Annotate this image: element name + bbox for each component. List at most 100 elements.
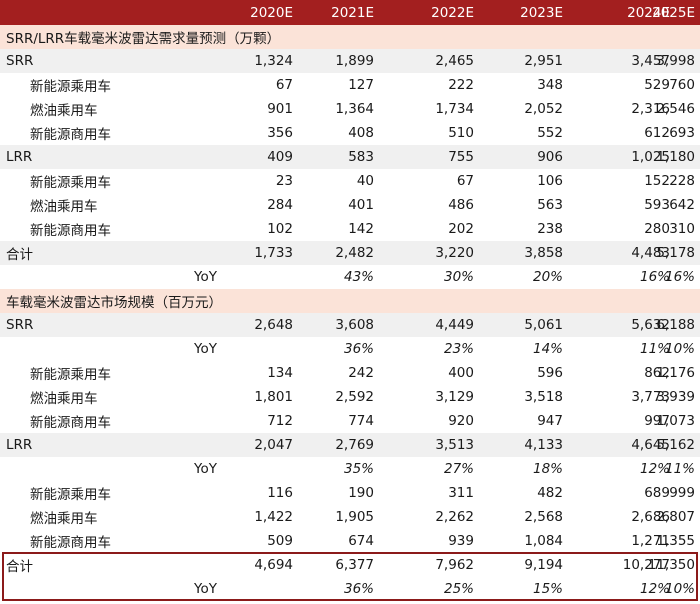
row-label: LRR	[6, 437, 33, 453]
row-label: 新能源乘用车	[30, 487, 111, 503]
value-cell: 222	[448, 77, 474, 93]
table-row: LRR 2,047 2,769 3,513 4,133 4,645 5,162	[0, 433, 700, 457]
section-title: SRR/LRR车载毫米波雷达需求量预测（万颗）	[6, 31, 281, 47]
value-cell: 356	[267, 125, 293, 141]
value-cell: 760	[669, 77, 695, 93]
value-cell: 2,316	[631, 101, 670, 117]
row-label: 燃油乘用车	[30, 103, 98, 119]
value-cell: 999	[669, 485, 695, 501]
value-cell: 4,645	[631, 437, 670, 453]
value-cell: 127	[348, 77, 374, 93]
value-cell: 1,084	[524, 533, 563, 549]
table-row: 燃油乘用车 1,422 1,905 2,262 2,568 2,686 2,807	[0, 505, 700, 529]
value-cell: 774	[348, 413, 374, 429]
value-cell: 3,518	[524, 389, 563, 405]
row-label: YoY	[194, 581, 217, 597]
value-cell: 642	[669, 197, 695, 213]
value-cell: 102	[267, 221, 293, 237]
value-cell: 311	[448, 485, 474, 501]
value-cell: 2,482	[335, 245, 374, 261]
value-cell: 2,568	[524, 509, 563, 525]
value-cell: 11,350	[647, 557, 695, 573]
value-cell: 11%	[664, 461, 695, 477]
value-cell: 228	[669, 173, 695, 189]
value-cell: 5,178	[656, 245, 695, 261]
value-cell: 2,052	[524, 101, 563, 117]
value-cell: 40	[356, 173, 374, 189]
value-cell: 593	[644, 197, 670, 213]
header-row: 2020E 2021E 2022E 2023E 2024E 2025E	[0, 0, 700, 25]
value-cell: 5,632	[631, 317, 670, 333]
value-cell: 27%	[443, 461, 474, 477]
table-row: 燃油乘用车 284 401 486 563 593 642	[0, 193, 700, 217]
table-row: 合计 4,694 6,377 7,962 9,194 10,277 11,350	[0, 553, 700, 577]
value-cell: 4,694	[254, 557, 293, 573]
value-cell: 583	[348, 149, 374, 165]
value-cell: 552	[537, 125, 563, 141]
value-cell: 2,769	[335, 437, 374, 453]
value-cell: 20%	[532, 269, 563, 285]
value-cell: 25%	[443, 581, 474, 597]
value-cell: 3,513	[435, 437, 474, 453]
value-cell: 482	[537, 485, 563, 501]
value-cell: 23%	[443, 341, 474, 357]
year-header: 2025E	[652, 4, 695, 21]
value-cell: 4,449	[435, 317, 474, 333]
value-cell: 3,608	[335, 317, 374, 333]
value-cell: 862	[644, 365, 670, 381]
value-cell: 134	[267, 365, 293, 381]
year-header: 2023E	[520, 4, 563, 21]
value-cell: 18%	[532, 461, 563, 477]
value-cell: 106	[537, 173, 563, 189]
value-cell: 1,176	[656, 365, 695, 381]
row-label: 燃油乘用车	[30, 391, 98, 407]
value-cell: 3,998	[656, 53, 695, 69]
value-cell: 284	[267, 197, 293, 213]
value-cell: 486	[448, 197, 474, 213]
table-row: SRR 1,324 1,899 2,465 2,951 3,457 3,998	[0, 49, 700, 73]
row-label: YoY	[194, 461, 217, 477]
value-cell: 16%	[664, 269, 695, 285]
value-cell: 7,962	[435, 557, 474, 573]
value-cell: 1,271	[631, 533, 670, 549]
section-title-row: 车载毫米波雷达市场规模（百万元）	[0, 289, 700, 313]
value-cell: 1,905	[335, 509, 374, 525]
row-label: 合计	[6, 247, 33, 263]
value-cell: 674	[348, 533, 374, 549]
value-cell: 529	[644, 77, 670, 93]
value-cell: 1,734	[435, 101, 474, 117]
value-cell: 400	[448, 365, 474, 381]
value-cell: 152	[644, 173, 670, 189]
value-cell: 3,457	[631, 53, 670, 69]
value-cell: 906	[537, 149, 563, 165]
value-cell: 5,162	[656, 437, 695, 453]
table-row: YoY 43% 30% 20% 16% 16%	[0, 265, 700, 289]
value-cell: 3,858	[524, 245, 563, 261]
table-row: YoY 36% 23% 14% 11% 10%	[0, 337, 700, 361]
value-cell: 920	[448, 413, 474, 429]
value-cell: 1,801	[254, 389, 293, 405]
value-cell: 238	[537, 221, 563, 237]
value-cell: 6,377	[335, 557, 374, 573]
value-cell: 35%	[343, 461, 374, 477]
value-cell: 612	[644, 125, 670, 141]
row-label: 燃油乘用车	[30, 511, 98, 527]
table-row: 新能源乘用车 134 242 400 596 862 1,176	[0, 361, 700, 385]
value-cell: 280	[644, 221, 670, 237]
value-cell: 11%	[639, 341, 670, 357]
value-cell: 1,355	[656, 533, 695, 549]
year-header: 2021E	[331, 4, 374, 21]
value-cell: 242	[348, 365, 374, 381]
value-cell: 1,733	[254, 245, 293, 261]
value-cell: 510	[448, 125, 474, 141]
value-cell: 509	[267, 533, 293, 549]
value-cell: 2,592	[335, 389, 374, 405]
value-cell: 2,262	[435, 509, 474, 525]
value-cell: 2,807	[656, 509, 695, 525]
row-label: SRR	[6, 317, 34, 333]
row-label: LRR	[6, 149, 33, 165]
value-cell: 9,194	[524, 557, 563, 573]
table-row: 新能源乘用车 116 190 311 482 689 999	[0, 481, 700, 505]
value-cell: 67	[275, 77, 293, 93]
